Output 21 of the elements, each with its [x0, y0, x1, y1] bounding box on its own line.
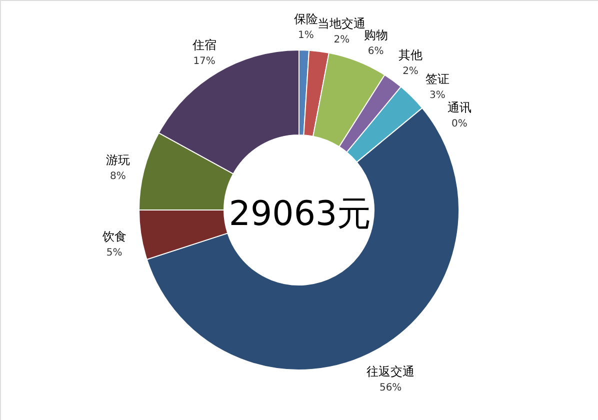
- slice-label: 签证: [425, 72, 450, 86]
- data-label: 3%: [430, 90, 446, 101]
- data-label: 56%: [379, 382, 402, 394]
- data-label: 2%: [334, 34, 350, 46]
- slice-label: 购物: [364, 28, 388, 42]
- data-label: 6%: [368, 46, 384, 57]
- text: 0%: [451, 118, 468, 130]
- data-label: 5%: [106, 247, 122, 258]
- slice-label: 往返交通: [366, 364, 415, 379]
- data-label: 17%: [193, 56, 216, 68]
- slice-label: 住宿: [191, 38, 216, 52]
- text: 29063元: [228, 194, 372, 234]
- slice-label: 游玩: [106, 153, 130, 168]
- data-label: 2%: [402, 66, 418, 77]
- slice-label: 其他: [398, 48, 423, 62]
- slice-label: 当地交通: [318, 16, 366, 31]
- data-label: 8%: [110, 171, 126, 182]
- category-label: 通讯: [447, 100, 472, 114]
- slice-label: 保险: [294, 12, 318, 26]
- slice-label: 饮食: [101, 229, 126, 244]
- data-label: 1%: [298, 30, 314, 42]
